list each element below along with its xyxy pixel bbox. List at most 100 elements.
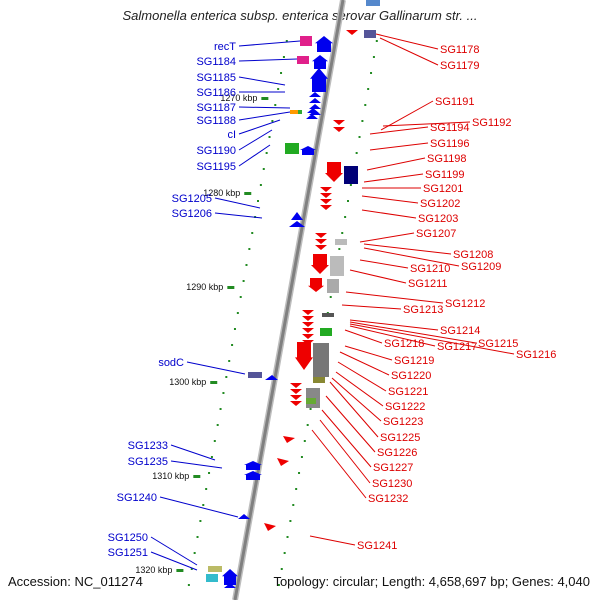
label-leader-right: [375, 33, 439, 50]
gene-chevron-red: [315, 233, 327, 238]
genome-info-text: Topology: circular; Length: 4,658,697 bp…: [273, 574, 590, 589]
gene-label-right: SG1226: [377, 447, 417, 459]
genome-title: Salmonella enterica subsp. enterica sero…: [122, 8, 478, 23]
track-dot: [268, 136, 271, 138]
gene-label-right: SG1198: [427, 153, 467, 165]
gene-label-left: recT: [214, 41, 236, 53]
gene-block-SG1251: [206, 574, 218, 582]
label-leader-right: [349, 321, 477, 344]
track-dot: [257, 200, 259, 202]
gene-chevron-red: [320, 187, 332, 192]
label-leader-left: [238, 144, 271, 167]
gene-label-left: SG1186: [196, 87, 236, 99]
track-dot: [225, 376, 228, 378]
gene-label-left: SG1195: [196, 161, 236, 173]
gene-label-right: SG1216: [516, 349, 556, 361]
track-dot: [358, 136, 361, 138]
gene-label-left: SG1233: [128, 440, 168, 452]
gene-label-left: sodC: [158, 357, 184, 369]
gene-label-right: SG1179: [440, 60, 480, 72]
gene-arrow-blue: [315, 36, 333, 52]
kbp-tick-label: 1310 kbp: [152, 471, 189, 481]
track-dot: [262, 168, 265, 170]
gene-block-SG1199: [344, 166, 358, 184]
gene-label-right: SG1207: [416, 228, 456, 240]
gene-chevron-red: [302, 316, 314, 321]
gene-label-right: SG1192: [472, 117, 512, 129]
track-dot: [208, 472, 211, 474]
track-dot: [349, 184, 352, 186]
gene-block-SG1213: [322, 313, 334, 317]
gene-chevron-blue: [224, 583, 236, 588]
kbp-tick-mark: [227, 286, 235, 289]
gene-label-right: SG1232: [368, 493, 408, 505]
gene-label-right: SG1241: [357, 540, 397, 552]
label-leader-right: [382, 121, 471, 127]
label-leader-right: [329, 381, 379, 438]
label-leader-right: [379, 37, 439, 66]
label-leader-right: [380, 100, 434, 131]
gene-label-right: SG1208: [453, 249, 493, 261]
gene-arrow-SG1232: [277, 458, 289, 466]
track-dot: [205, 488, 208, 490]
track-dot: [187, 584, 190, 586]
gene-label-right: SG1220: [391, 370, 431, 382]
label-leader-right: [369, 126, 429, 135]
label-leader-right: [366, 157, 426, 171]
gene-block-SG1188: [290, 110, 302, 114]
gene-label-left: SG1188: [196, 115, 236, 127]
gene-chevron-red: [320, 193, 332, 198]
track-dot: [210, 456, 213, 458]
gene-arrow-blue: [310, 68, 328, 92]
gene-chevron-red: [290, 389, 302, 394]
gene-label-left: SG1184: [196, 56, 236, 68]
track-dot: [341, 232, 344, 234]
track-dot: [202, 504, 205, 506]
track-dot: [364, 104, 367, 106]
label-leader-right: [369, 142, 429, 151]
track-dot: [280, 568, 283, 570]
kbp-tick-mark: [193, 475, 201, 478]
gene-chevron-red: [320, 205, 332, 210]
label-leader-right: [361, 209, 417, 219]
gene-label-right: SG1212: [445, 298, 485, 310]
track-dot: [248, 248, 251, 250]
gene-label-left: SG1185: [196, 72, 236, 84]
gene-arrow-blue: [222, 569, 238, 585]
track-dot: [242, 280, 245, 282]
label-leader-left: [238, 119, 281, 135]
gene-arrow-red: [325, 162, 343, 182]
track-dot: [277, 88, 280, 90]
kbp-tick-mark: [244, 192, 252, 195]
track-dot: [228, 360, 231, 362]
gene-label-right: SG1217: [437, 341, 477, 353]
label-leader-right: [361, 195, 419, 204]
gene-block-green: [306, 398, 316, 404]
kbp-tick-label: 1320 kbp: [135, 565, 172, 575]
label-leader-right: [349, 323, 515, 355]
label-leader-right: [349, 319, 439, 331]
kbp-tick-label: 1280 kbp: [203, 188, 240, 198]
label-leader-left: [159, 496, 239, 518]
gene-block-SG1178: [364, 30, 376, 38]
track-dot: [199, 520, 202, 522]
track-dot: [347, 200, 349, 202]
gene-arrow-SG1205: [291, 212, 303, 220]
label-leader-left: [186, 361, 246, 375]
label-leader-right: [363, 247, 460, 267]
kbp-tick-mark: [176, 569, 184, 572]
gene-chevron-blue: [309, 98, 321, 103]
label-leader-left: [238, 106, 291, 109]
label-leader-left: [170, 460, 223, 469]
gene-block-SG1250: [208, 566, 222, 572]
label-leader-right: [321, 409, 372, 468]
gene-block-grey: [330, 256, 344, 276]
label-leader-right: [344, 329, 383, 344]
gene-label-right: SG1199: [425, 169, 465, 181]
track-dot: [344, 216, 347, 218]
kbp-tick-label: 1300 kbp: [169, 377, 206, 387]
label-leader-right: [349, 269, 407, 284]
gene-label-right: SG1215: [478, 338, 518, 350]
